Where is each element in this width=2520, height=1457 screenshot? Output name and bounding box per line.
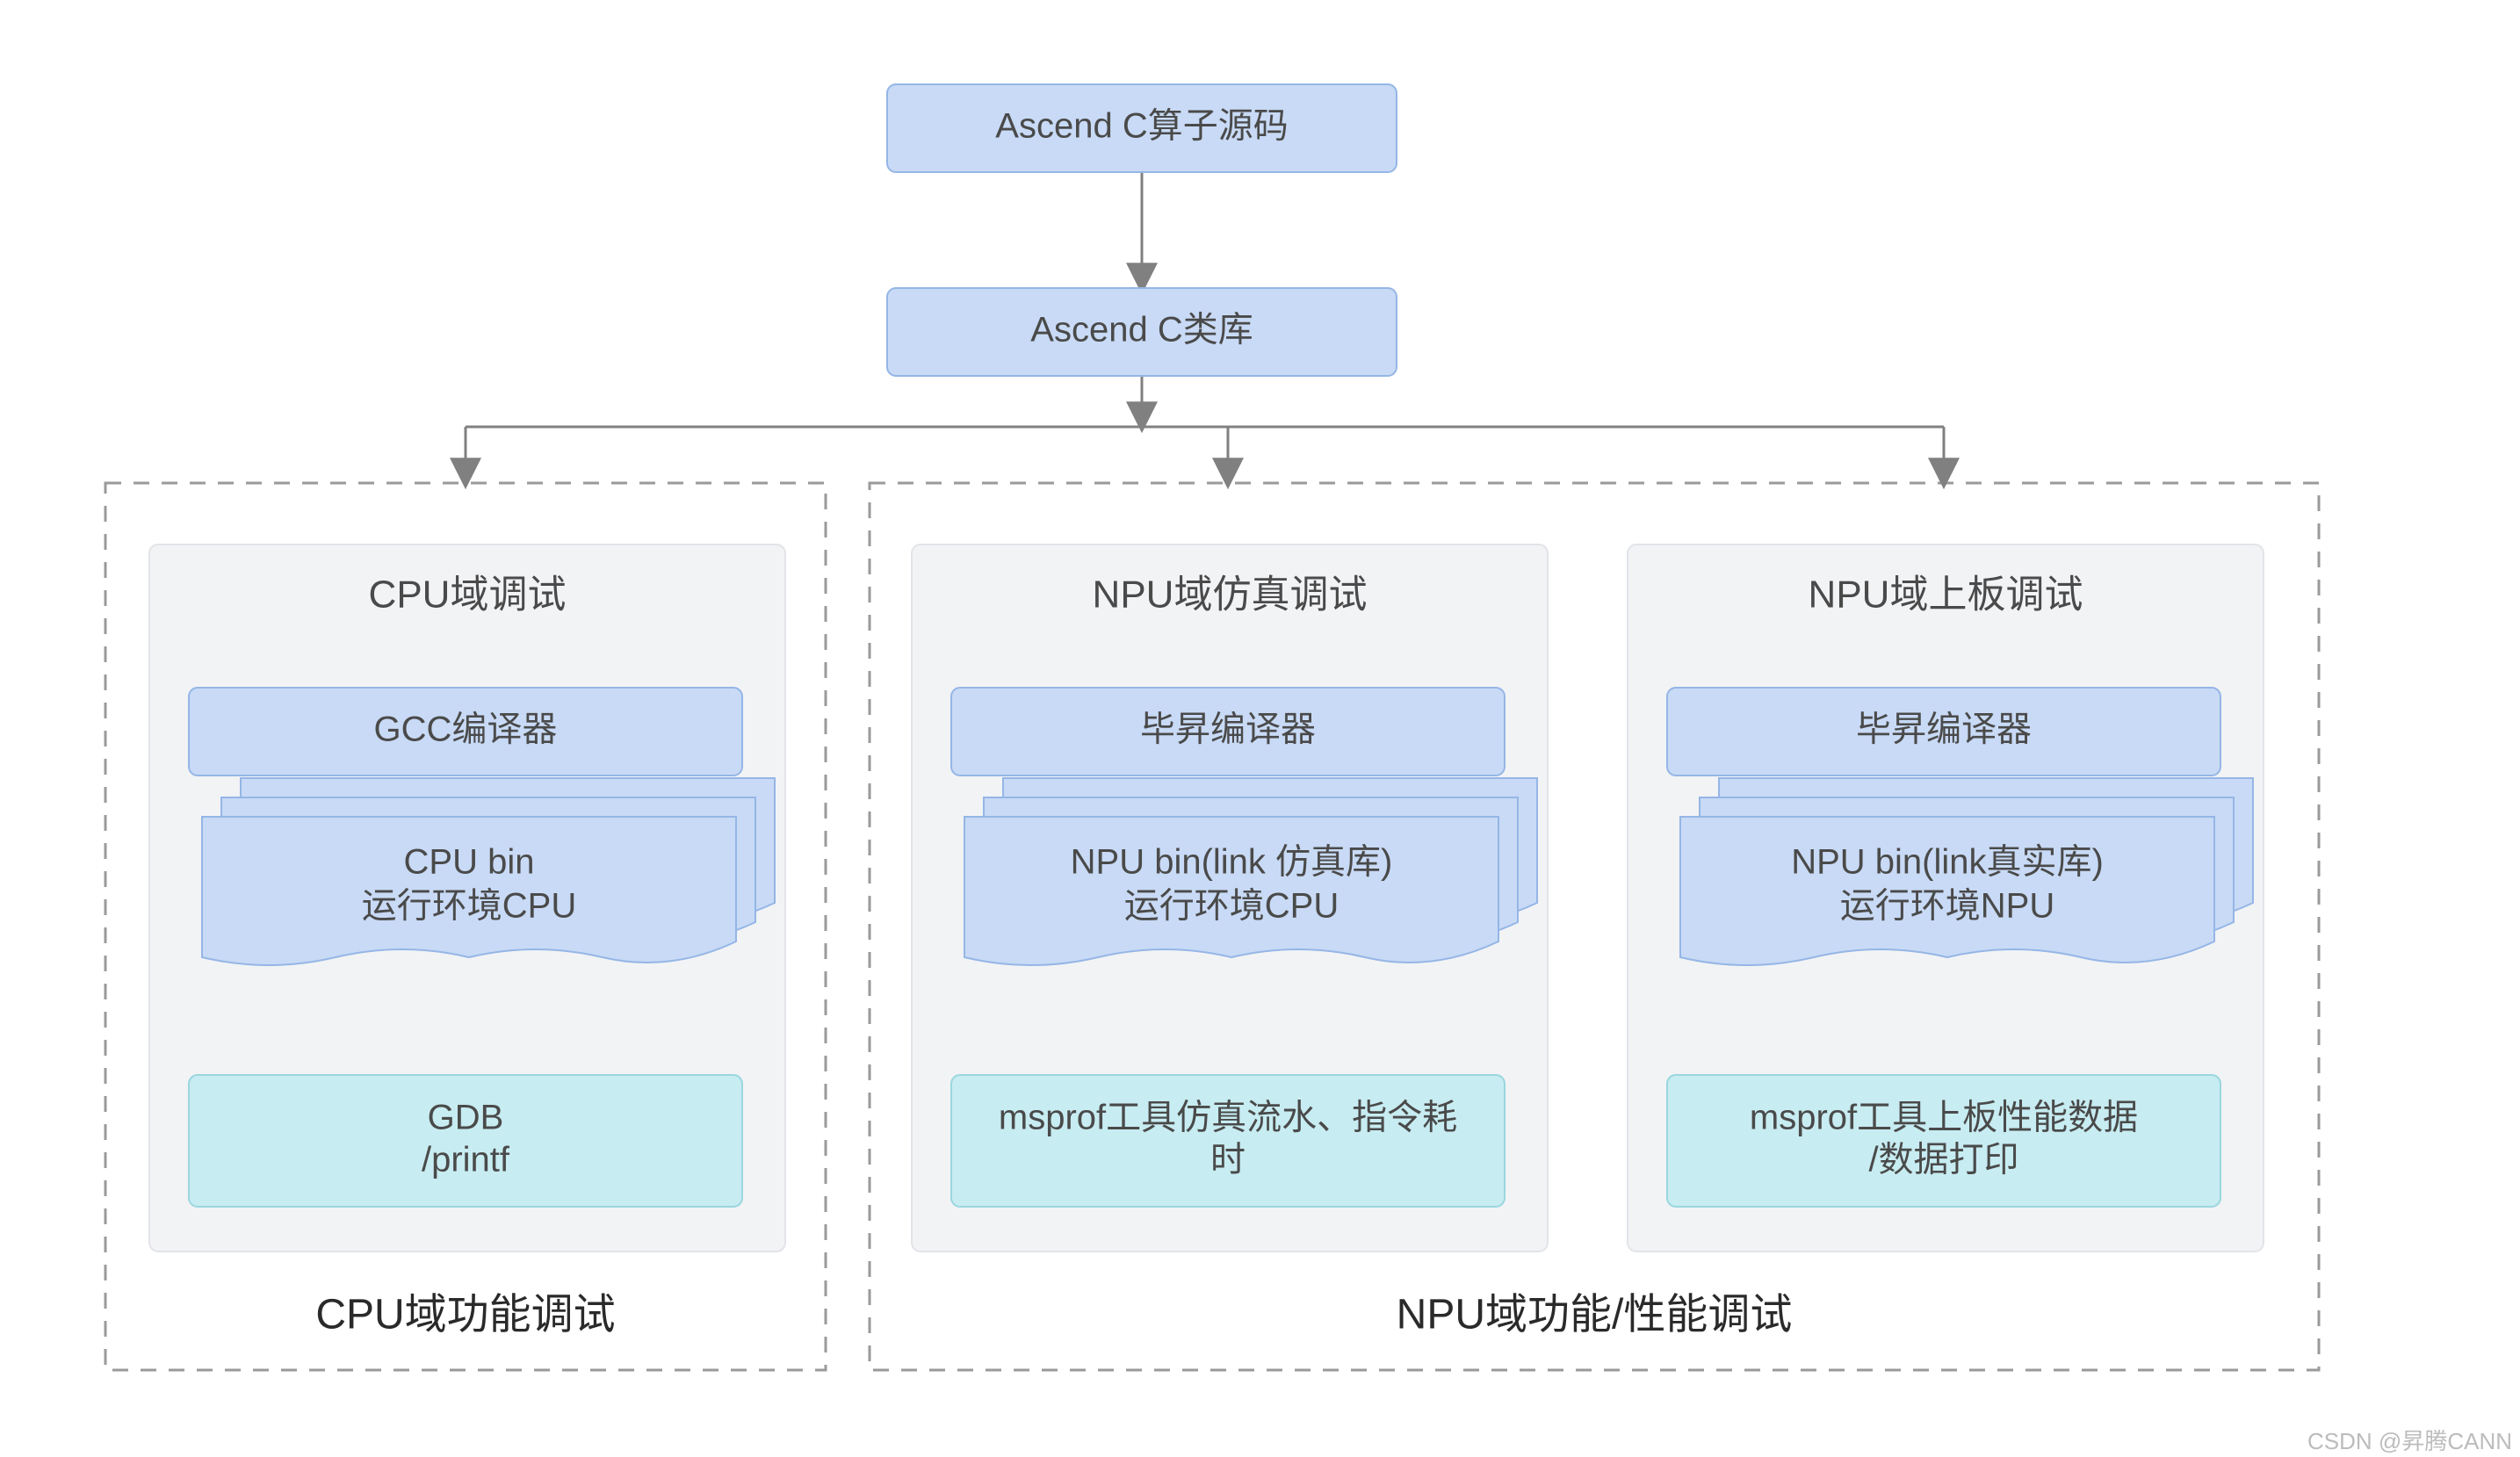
- node-label1-cpu_bin: CPU bin: [404, 843, 535, 882]
- node-label1-cpu_tool: GDB: [428, 1099, 504, 1137]
- node-label1-npu_sim_bin: NPU bin(link 仿真库): [1071, 843, 1393, 882]
- ascend-debug-flowchart: CPU域功能调试 NPU域功能/性能调试 CPU域调试 NPU域仿真调试 NPU域上板调…: [0, 0, 2520, 1457]
- group-title-cpu_group: CPU域调试: [369, 573, 567, 617]
- watermark: CSDN @昇腾CANN: [2307, 1428, 2512, 1454]
- node-npu_board_tool: msprof工具上板性能数据/数据打印: [1667, 1075, 2220, 1207]
- node-npu_sim_bin: NPU bin(link 仿真库) 运行环境CPU: [964, 778, 1537, 965]
- node-label-cpu_compiler: GCC编译器: [374, 710, 558, 749]
- node-label2-npu_sim_bin: 运行环境CPU: [1124, 887, 1339, 926]
- group-title-npu_board_group: NPU域上板调试: [1809, 573, 2083, 617]
- group-title-npu_sim_group: NPU域仿真调试: [1093, 573, 1368, 617]
- node-label-npu_board_compiler: 毕昇编译器: [1856, 710, 2032, 749]
- section-label-npu_section: NPU域功能/性能调试: [1397, 1292, 1793, 1338]
- node-ascend_lib: Ascend C类库: [887, 288, 1397, 376]
- node-label1-npu_sim_tool: msprof工具仿真流水、指令耗: [999, 1099, 1457, 1137]
- node-label2-cpu_tool: /printf: [422, 1141, 510, 1179]
- node-cpu_bin: CPU bin 运行环境CPU: [202, 778, 775, 965]
- node-label1-npu_board_tool: msprof工具上板性能数据: [1750, 1099, 2138, 1137]
- section-label-cpu_section: CPU域功能调试: [315, 1292, 615, 1338]
- node-label-ascend_src: Ascend C算子源码: [995, 107, 1288, 146]
- node-label2-npu_board_bin: 运行环境NPU: [1840, 887, 2054, 926]
- node-npu_sim_compiler: 毕昇编译器: [951, 688, 1505, 775]
- node-label-ascend_lib: Ascend C类库: [1030, 311, 1253, 350]
- node-ascend_src: Ascend C算子源码: [887, 84, 1397, 172]
- node-npu_board_bin: NPU bin(link真实库) 运行环境NPU: [1680, 778, 2253, 965]
- node-cpu_compiler: GCC编译器: [189, 688, 742, 775]
- node-label2-cpu_bin: 运行环境CPU: [362, 887, 576, 926]
- node-npu_board_compiler: 毕昇编译器: [1667, 688, 2220, 775]
- node-label-npu_sim_compiler: 毕昇编译器: [1140, 710, 1316, 749]
- node-npu_sim_tool: msprof工具仿真流水、指令耗时: [951, 1075, 1505, 1207]
- node-label1-npu_board_bin: NPU bin(link真实库): [1791, 843, 2104, 882]
- node-label2-npu_sim_tool: 时: [1210, 1141, 1246, 1179]
- node-cpu_tool: GDB/printf: [189, 1075, 742, 1207]
- node-label2-npu_board_tool: /数据打印: [1868, 1141, 2018, 1179]
